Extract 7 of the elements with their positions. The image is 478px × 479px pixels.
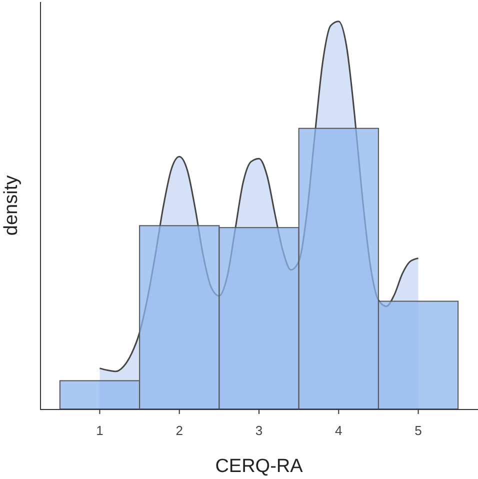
x-tick-label: 2 [176, 423, 183, 438]
x-tick-label: 3 [255, 423, 263, 438]
x-axis-title: CERQ-RA [215, 456, 304, 477]
x-tick-label: 4 [335, 423, 342, 438]
x-tick-label: 1 [96, 423, 104, 438]
y-axis-title: density [1, 174, 22, 236]
x-tick-label: 5 [414, 423, 422, 438]
